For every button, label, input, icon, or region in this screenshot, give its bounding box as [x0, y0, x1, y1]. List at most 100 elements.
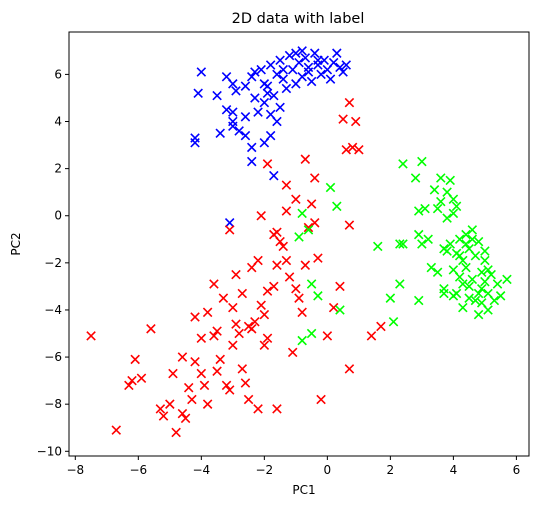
- data-point-x-marker: [313, 253, 323, 263]
- data-point-x-marker: [332, 201, 342, 212]
- data-point-x-marker: [480, 255, 490, 266]
- data-point-x-marker: [250, 93, 260, 103]
- data-point-x-marker: [224, 218, 235, 228]
- data-point-x-marker: [111, 425, 122, 435]
- data-point-x-marker: [439, 288, 449, 299]
- data-point-x-marker: [306, 328, 317, 339]
- data-point-x-marker: [231, 319, 241, 329]
- data-point-x-marker: [246, 71, 257, 82]
- data-point-x-marker: [492, 279, 503, 289]
- data-point-x-marker: [272, 404, 282, 414]
- data-point-x-marker: [335, 62, 345, 73]
- data-point-x-marker: [366, 331, 377, 341]
- data-point-x-marker: [212, 366, 222, 376]
- data-point-x-marker: [335, 305, 345, 315]
- data-point-x-marker: [489, 295, 500, 306]
- data-point-x-marker: [146, 324, 156, 334]
- y-tick-label: −6: [44, 350, 62, 364]
- data-point-x-marker: [262, 333, 273, 343]
- series-0: [190, 46, 352, 228]
- data-point-x-marker: [325, 74, 336, 84]
- data-point-x-marker: [136, 373, 147, 384]
- data-point-x-marker: [183, 382, 194, 393]
- data-point-x-marker: [240, 81, 251, 91]
- data-point-x-marker: [246, 142, 257, 153]
- data-point-x-marker: [158, 411, 169, 421]
- data-point-x-marker: [413, 206, 424, 216]
- data-point-x-marker: [196, 67, 207, 77]
- data-point-x-marker: [294, 57, 304, 68]
- data-point-x-marker: [196, 333, 207, 343]
- data-point-x-marker: [483, 265, 493, 275]
- data-point-x-marker: [322, 331, 333, 341]
- data-point-x-marker: [495, 291, 506, 301]
- data-point-x-marker: [228, 107, 238, 117]
- data-point-x-marker: [240, 130, 251, 141]
- data-point-x-marker: [376, 321, 386, 332]
- data-point-x-marker: [272, 69, 282, 80]
- data-point-x-marker: [385, 293, 396, 303]
- data-point-x-marker: [262, 159, 273, 169]
- series-1: [86, 97, 386, 438]
- data-point-x-marker: [445, 239, 455, 249]
- data-point-x-marker: [458, 302, 468, 313]
- data-point-x-marker: [417, 239, 427, 249]
- data-point-x-marker: [436, 196, 446, 207]
- y-tick-label: −2: [44, 256, 62, 270]
- data-point-x-marker: [250, 67, 260, 77]
- data-point-x-marker: [237, 364, 248, 374]
- data-point-x-marker: [313, 55, 323, 66]
- data-point-x-marker: [250, 316, 260, 327]
- data-point-x-marker: [316, 69, 326, 80]
- data-point-x-marker: [155, 404, 166, 414]
- data-point-x-marker: [294, 293, 304, 303]
- data-point-x-marker: [228, 121, 238, 131]
- data-point-x-marker: [202, 307, 213, 318]
- data-point-x-marker: [190, 137, 200, 148]
- data-point-x-marker: [347, 142, 358, 153]
- data-point-x-marker: [461, 239, 471, 249]
- data-point-x-marker: [476, 283, 487, 294]
- data-point-x-marker: [395, 239, 405, 249]
- data-point-x-marker: [284, 272, 295, 282]
- data-point-x-marker: [171, 427, 181, 438]
- data-point-x-marker: [461, 262, 471, 273]
- data-point-x-marker: [350, 116, 361, 127]
- data-point-x-marker: [269, 90, 279, 101]
- data-point-x-marker: [413, 295, 424, 306]
- y-tick-label: −8: [44, 397, 62, 411]
- data-point-x-marker: [502, 274, 512, 285]
- data-point-x-marker: [190, 133, 200, 143]
- data-point-x-marker: [439, 283, 449, 294]
- data-point-x-marker: [165, 399, 175, 409]
- data-point-x-marker: [300, 260, 311, 270]
- data-point-x-marker: [473, 236, 484, 247]
- data-point-x-marker: [287, 347, 298, 358]
- data-point-x-marker: [215, 354, 225, 365]
- data-point-x-marker: [373, 241, 383, 252]
- data-point-x-marker: [338, 67, 348, 77]
- data-point-x-marker: [256, 210, 266, 221]
- data-point-x-marker: [417, 156, 427, 167]
- data-point-x-marker: [398, 159, 408, 169]
- data-point-x-marker: [294, 232, 304, 242]
- data-point-x-marker: [332, 48, 342, 58]
- data-point-x-marker: [269, 229, 279, 240]
- data-point-x-marker: [262, 81, 273, 91]
- data-point-x-marker: [278, 64, 289, 75]
- data-point-x-marker: [451, 288, 462, 299]
- data-point-x-marker: [461, 229, 471, 240]
- x-tick-label: −2: [255, 463, 273, 477]
- data-point-x-marker: [231, 269, 241, 280]
- data-point-x-marker: [253, 107, 263, 117]
- data-point-x-marker: [464, 281, 474, 292]
- data-point-x-marker: [473, 288, 484, 299]
- data-point-x-marker: [202, 399, 213, 409]
- y-tick-label: 2: [54, 162, 62, 176]
- data-point-x-marker: [341, 60, 352, 70]
- x-tick-label: 2: [387, 463, 395, 477]
- data-point-x-marker: [291, 48, 301, 58]
- data-point-x-marker: [168, 368, 178, 379]
- data-point-x-marker: [234, 328, 244, 339]
